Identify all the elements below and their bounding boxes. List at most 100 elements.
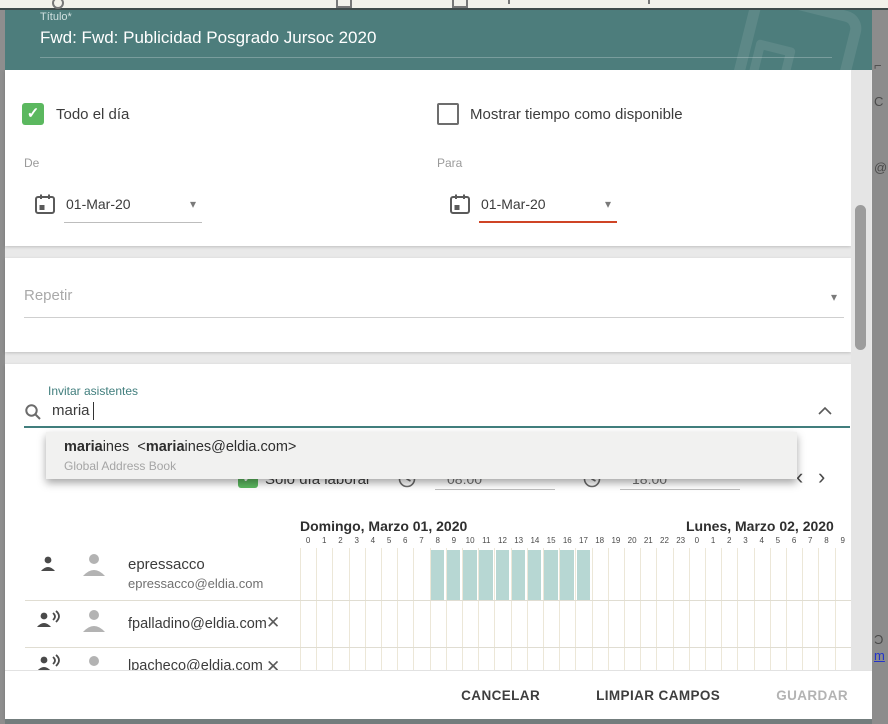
grid-lines bbox=[300, 536, 851, 670]
grid-line bbox=[316, 548, 318, 670]
grid-line bbox=[688, 548, 690, 670]
busy-block-cell bbox=[576, 550, 590, 600]
repeat-select[interactable]: Repetir bbox=[24, 287, 73, 304]
decorative-icon bbox=[648, 0, 652, 4]
event-title-input[interactable]: Fwd: Fwd: Publicidad Posgrado Jursoc 202… bbox=[40, 28, 377, 47]
grid-line bbox=[721, 548, 723, 670]
section-datetime: ✓ Todo el día Mostrar tiempo como dispon… bbox=[5, 70, 851, 246]
hour-tick-label: 3 bbox=[354, 536, 359, 545]
hour-tick-label: 11 bbox=[482, 536, 491, 545]
title-underline bbox=[40, 57, 832, 58]
show-as-available-label: Mostrar tiempo como disponible bbox=[470, 106, 683, 123]
grid-line bbox=[753, 548, 755, 670]
hour-tick-label: 4 bbox=[759, 536, 764, 545]
attendee-input-underline bbox=[24, 426, 850, 428]
decorative-icon bbox=[52, 0, 64, 9]
scheduler-next-button[interactable]: › bbox=[818, 464, 826, 489]
suggestion-item[interactable]: mariaines <mariaines@eldia.com> Global A… bbox=[46, 432, 797, 479]
hour-tick-label: 1 bbox=[710, 536, 716, 545]
background-text-fragment: C bbox=[874, 94, 884, 109]
hour-tick-label: 4 bbox=[370, 536, 376, 545]
attendee-email: fpalladino@eldia.com bbox=[128, 616, 267, 632]
allday-label: Todo el día bbox=[56, 106, 130, 123]
scheduler-prev-button[interactable]: ‹ bbox=[796, 464, 804, 489]
hour-tick-label: 6 bbox=[403, 536, 408, 545]
clear-fields-button[interactable]: LIMPIAR CAMPOS bbox=[590, 687, 726, 704]
decorative-icon bbox=[508, 0, 512, 4]
background-toolbar-sliver bbox=[0, 0, 888, 10]
hour-tick-label: 23 bbox=[676, 536, 686, 545]
hour-tick-label: 3 bbox=[743, 536, 748, 545]
background-text-fragment: @ bbox=[874, 160, 888, 175]
scrollbar-thumb[interactable] bbox=[855, 205, 866, 350]
hour-tick-label: 17 bbox=[579, 536, 588, 545]
decorative-icon bbox=[336, 0, 352, 8]
busy-cells bbox=[300, 536, 851, 670]
event-edit-dialog: Título* Fwd: Fwd: Publicidad Posgrado Ju… bbox=[5, 0, 872, 724]
scheduler-day1-header: Domingo, Marzo 01, 2020 bbox=[300, 518, 468, 534]
scheduler-day2-header: Lunes, Marzo 02, 2020 bbox=[686, 518, 834, 534]
grid-line bbox=[672, 548, 674, 670]
save-button[interactable]: GUARDAR bbox=[770, 687, 854, 704]
decorative-icon bbox=[452, 0, 468, 8]
hour-tick-label: 21 bbox=[643, 536, 653, 545]
remove-attendee-button[interactable]: ✕ bbox=[266, 613, 281, 632]
grid-line bbox=[607, 548, 609, 670]
grid-line bbox=[624, 548, 625, 670]
chevron-up-icon[interactable] bbox=[818, 406, 832, 416]
attendee-search-input[interactable] bbox=[52, 402, 692, 419]
allday-checkbox[interactable]: ✓ bbox=[22, 103, 44, 125]
from-date-value[interactable]: 01-Mar-20 bbox=[66, 196, 131, 212]
hour-tick-label: 15 bbox=[546, 536, 556, 545]
busy-block-cell bbox=[463, 550, 477, 600]
background-text-fragment: Ɔ bbox=[874, 632, 884, 647]
from-label: De bbox=[24, 156, 40, 170]
hour-tick-label: 14 bbox=[530, 536, 540, 545]
to-date-error-underline bbox=[479, 221, 617, 223]
avatar bbox=[79, 550, 109, 580]
hour-tick-label: 5 bbox=[775, 536, 781, 545]
from-date-caret-icon[interactable]: ▾ bbox=[190, 197, 197, 211]
dialog-scrollbar[interactable] bbox=[851, 70, 871, 670]
repeat-underline bbox=[24, 317, 844, 318]
hour-tick-label: 2 bbox=[338, 536, 343, 545]
cancel-button[interactable]: CANCELAR bbox=[455, 687, 546, 704]
busy-block-cell bbox=[430, 550, 445, 600]
work-end-underline bbox=[620, 489, 740, 490]
show-as-available-checkbox[interactable] bbox=[437, 103, 459, 125]
grid-line bbox=[802, 548, 804, 670]
suggestion-text-part: ines@eldia.com> bbox=[184, 439, 297, 455]
hour-tick-label: 6 bbox=[791, 536, 797, 545]
hour-tick-label: 5 bbox=[386, 536, 392, 545]
busy-block-cell bbox=[528, 550, 542, 600]
busy-block-cell bbox=[560, 550, 574, 600]
to-label: Para bbox=[437, 156, 463, 170]
hour-tick-label: 13 bbox=[514, 536, 524, 545]
hour-tick-label: 9 bbox=[451, 536, 457, 545]
text-cursor bbox=[93, 402, 94, 420]
grid-line bbox=[818, 548, 820, 670]
grid-line bbox=[478, 548, 480, 670]
busy-block-cell bbox=[544, 550, 558, 600]
calendar-icon[interactable] bbox=[34, 193, 56, 215]
grid-line bbox=[526, 548, 528, 670]
repeat-caret-icon[interactable]: ▾ bbox=[831, 290, 838, 304]
grid-line bbox=[656, 548, 658, 670]
to-date-value[interactable]: 01-Mar-20 bbox=[481, 196, 546, 212]
busy-block-cell bbox=[495, 550, 509, 600]
hour-ruler: 0 1 2 3 4 5 6 7 8 9 10 11 12 13 14 15 16 17 18 19 20 21 22 23 0 1… bbox=[300, 536, 851, 548]
grid-line bbox=[543, 548, 544, 670]
freebusy-grid[interactable]: 0 1 2 3 4 5 6 7 8 9 10 11 12 13 14 15 16 17 18 19 20 21 22 23 0 1… bbox=[300, 536, 851, 670]
calendar-icon[interactable] bbox=[449, 193, 471, 215]
suggestion-source: Global Address Book bbox=[64, 459, 177, 473]
grid-line bbox=[429, 548, 431, 670]
hour-tick-label: 0 bbox=[305, 536, 311, 545]
hour-tick-label: 2 bbox=[727, 536, 732, 545]
hour-tick-label: 9 bbox=[840, 536, 845, 545]
grid-line bbox=[332, 548, 334, 670]
to-date-caret-icon[interactable]: ▾ bbox=[605, 197, 612, 211]
suggestion-name-email: mariaines <mariaines@eldia.com> bbox=[64, 439, 296, 455]
grid-line bbox=[462, 548, 463, 670]
busy-block-cell bbox=[479, 550, 493, 600]
dialog-footer: CANCELAR LIMPIAR CAMPOS GUARDAR bbox=[5, 670, 872, 719]
